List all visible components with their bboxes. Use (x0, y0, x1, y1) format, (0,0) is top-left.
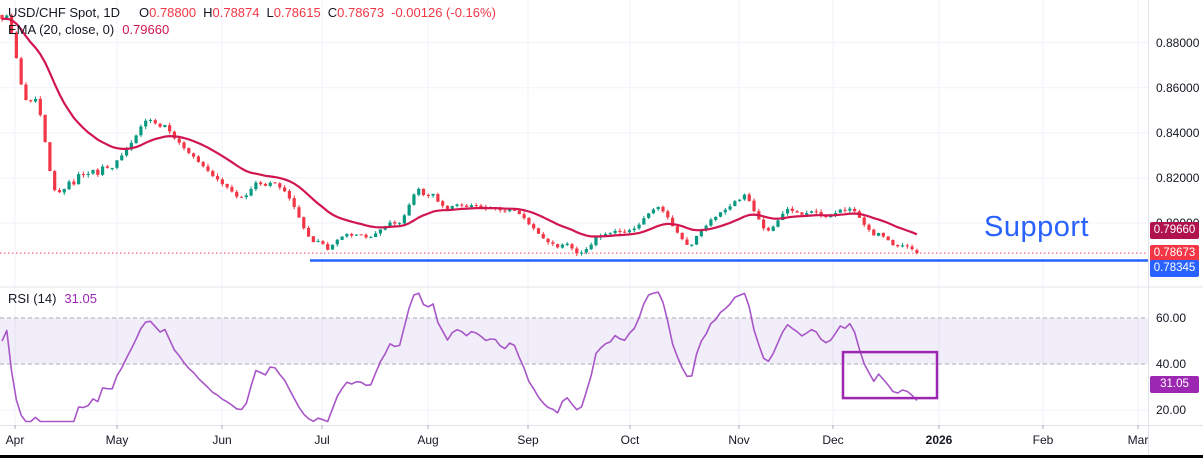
change-value: -0.00126 (-0.16%) (391, 5, 496, 20)
rsi-highlight-box[interactable] (841, 350, 939, 400)
time-axis-label: Jun (212, 433, 232, 447)
support-text-annotation[interactable]: Support (984, 211, 1090, 243)
rsi-value-badge: 31.05 (1150, 376, 1199, 394)
time-axis-label: Aug (417, 433, 439, 447)
support-price-badge: 0.78345 (1150, 260, 1199, 278)
time-axis-label: May (105, 433, 129, 447)
symbol-title[interactable]: USD/CHF Spot, 1D (8, 5, 120, 20)
rsi-tick-label: 40.00 (1156, 357, 1187, 372)
ema-indicator-value: 0.79660 (122, 22, 170, 37)
price-scale[interactable]: 0.880000.860000.840000.820000.800000.796… (1148, 0, 1203, 425)
price-tick-label: 0.86000 (1156, 80, 1200, 95)
time-axis-label: Jul (314, 433, 330, 447)
rsi-tick-label: 20.00 (1156, 403, 1187, 418)
time-axis-label: Dec (822, 433, 844, 447)
time-axis-label: Nov (728, 433, 750, 447)
last-price-badge: 0.78673 (1150, 244, 1199, 262)
ema-value-badge: 0.79660 (1150, 222, 1199, 240)
high-value: 0.78874 (212, 5, 260, 20)
rsi-line (1, 291, 918, 423)
symbol-legend: USD/CHF Spot, 1D O0.78800 H0.78874 L0.78615… (8, 4, 496, 38)
rsi-band (0, 317, 1148, 365)
time-axis-label: Sep (517, 433, 539, 447)
close-value: 0.78673 (337, 5, 385, 20)
low-label: L (266, 5, 274, 20)
rsi-legend: RSI (14) 31.05 (8, 291, 97, 306)
candles-layer (0, 13, 919, 257)
ema-indicator-label[interactable]: EMA (20, close, 0) (8, 22, 115, 37)
time-axis-label: 2026 (925, 433, 953, 447)
price-tick-label: 0.84000 (1156, 125, 1200, 140)
time-axis-label: Apr (5, 433, 25, 447)
low-value: 0.78615 (273, 5, 321, 20)
symbol-ohlc-row: USD/CHF Spot, 1D O0.78800 H0.78874 L0.78615… (8, 4, 496, 21)
rsi-tick-label: 60.00 (1156, 311, 1187, 326)
price-tick-label: 0.82000 (1156, 171, 1200, 186)
rsi-indicator-label[interactable]: RSI (14) (8, 291, 57, 306)
ema-line (1, 17, 918, 238)
rsi-indicator-value: 31.05 (64, 291, 97, 306)
bottom-frame-bar (0, 455, 1203, 458)
time-axis-label: Mar (1127, 433, 1149, 447)
high-label: H (203, 5, 213, 20)
close-label: C (327, 5, 338, 20)
open-value: 0.78800 (149, 5, 197, 20)
time-scale[interactable]: Apr May Jun Jul Aug Sep Oct Nov Dec 2026 Feb Mar (0, 425, 1203, 455)
time-axis-label: Oct (620, 433, 640, 447)
grid-layer (0, 0, 1148, 425)
open-label: O (138, 5, 150, 20)
ema-legend-row: EMA (20, close, 0) 0.79660 (8, 21, 496, 38)
price-tick-label: 0.88000 (1156, 35, 1200, 50)
time-axis-label: Feb (1032, 433, 1054, 447)
